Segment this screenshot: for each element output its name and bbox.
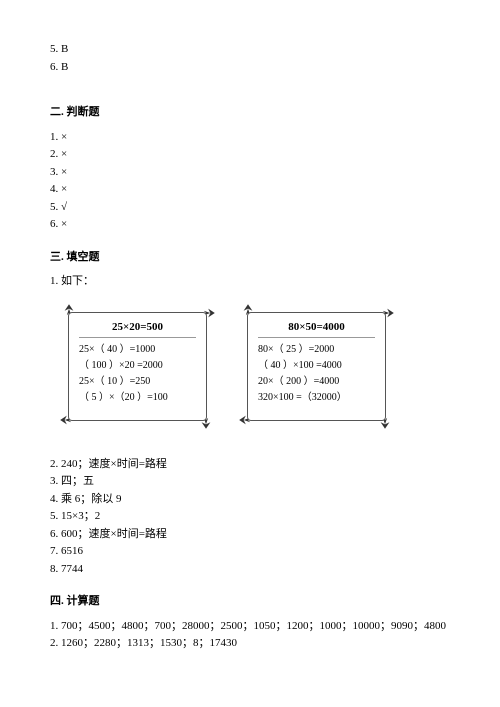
answer-line-5b: 5. B — [50, 41, 450, 58]
section-3-title: 三. 填空题 — [50, 249, 450, 266]
fill-8: 8. 7744 — [50, 561, 450, 578]
judge-3: 3. × — [50, 164, 450, 181]
calc-1: 1. 700；4500；4800；700；28000；2500；1050；120… — [50, 618, 450, 635]
fill-5: 5. 15×3；2 — [50, 508, 450, 525]
diagram-right-row1: 80×（ 25 ）=2000 — [258, 342, 375, 357]
diagram-right: 80×50=4000 80×（ 25 ）=2000 （ 40 ）×100 =40… — [239, 304, 394, 429]
diagram-left-title: 25×20=500 — [79, 319, 196, 339]
spacer — [50, 443, 450, 455]
judge-5: 5. √ — [50, 199, 450, 216]
diagram-right-box: 80×50=4000 80×（ 25 ）=2000 （ 40 ）×100 =40… — [247, 312, 386, 421]
fill-4: 4. 乘 6；除以 9 — [50, 491, 450, 508]
diagram-left-row4: （ 5 ）×（20 ）=100 — [79, 390, 196, 405]
fill-7: 7. 6516 — [50, 543, 450, 560]
fill-1-intro: 1. 如下： — [50, 273, 450, 290]
judge-1: 1. × — [50, 129, 450, 146]
spacer — [50, 76, 450, 88]
diagram-right-row3: 20×（ 200 ）=4000 — [258, 374, 375, 389]
diagram-right-row4: 320×100 =（32000） — [258, 390, 375, 405]
section-4-title: 四. 计算题 — [50, 593, 450, 610]
section-2-title: 二. 判断题 — [50, 104, 450, 121]
diagram-right-title: 80×50=4000 — [258, 319, 375, 339]
fill-3: 3. 四；五 — [50, 473, 450, 490]
fill-6: 6. 600；速度×时间=路程 — [50, 526, 450, 543]
diagram-left-row2: （ 100 ）×20 =2000 — [79, 358, 196, 373]
calc-2: 2. 1260；2280；1313；1530；8；17430 — [50, 635, 450, 652]
judge-6: 6. × — [50, 216, 450, 233]
diagram-right-row2: （ 40 ）×100 =4000 — [258, 358, 375, 373]
diagram-left-row3: 25×（ 10 ）=250 — [79, 374, 196, 389]
fill-2: 2. 240；速度×时间=路程 — [50, 456, 450, 473]
answer-line-6b: 6. B — [50, 59, 450, 76]
judge-2: 2. × — [50, 146, 450, 163]
judge-4: 4. × — [50, 181, 450, 198]
diagram-left: 25×20=500 25×（ 40 ）=1000 （ 100 ）×20 =200… — [60, 304, 215, 429]
diagram-row: 25×20=500 25×（ 40 ）=1000 （ 100 ）×20 =200… — [60, 304, 450, 429]
diagram-left-box: 25×20=500 25×（ 40 ）=1000 （ 100 ）×20 =200… — [68, 312, 207, 421]
diagram-left-row1: 25×（ 40 ）=1000 — [79, 342, 196, 357]
